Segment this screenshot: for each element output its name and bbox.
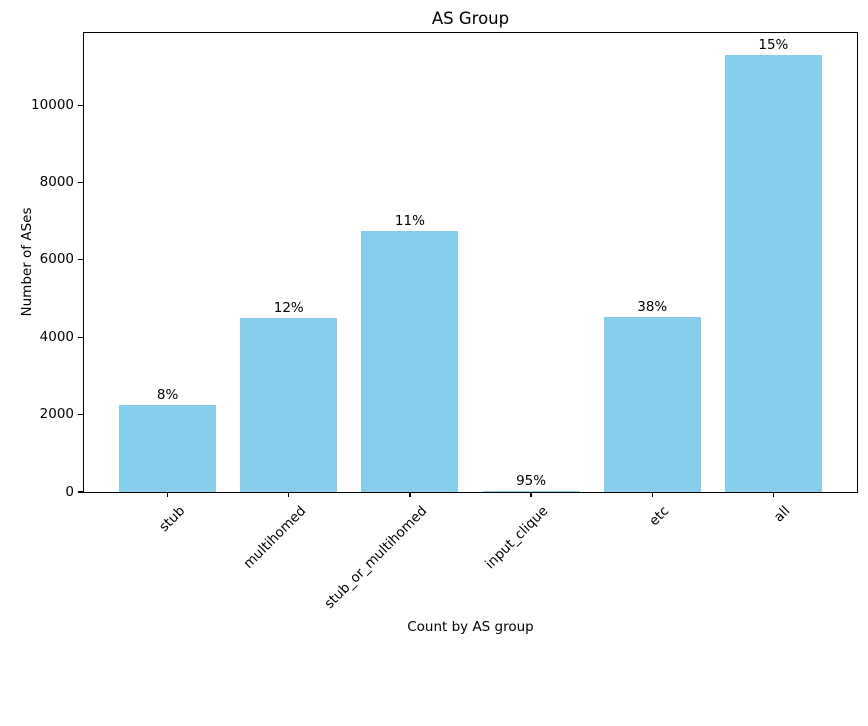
chart-title: AS Group	[431, 9, 510, 28]
y-tick-label: 0	[65, 483, 74, 500]
bar	[724, 54, 822, 492]
y-tick-label: 8000	[39, 174, 74, 191]
x-tick-label: stub_or_multihomed	[321, 503, 431, 612]
x-axis-tick	[409, 492, 411, 497]
y-tick-label: 6000	[39, 251, 74, 268]
bar	[603, 317, 701, 492]
bar	[482, 491, 580, 492]
x-axis-label: Count by AS group	[407, 619, 534, 635]
x-tick-label: multihomed	[240, 503, 310, 572]
y-axis-tick	[78, 336, 83, 338]
bar-value-label: 15%	[758, 36, 789, 53]
x-tick-label: input_clique	[482, 503, 552, 573]
y-axis-tick	[78, 491, 83, 493]
bar-value-label: 8%	[156, 386, 179, 403]
y-axis-tick	[78, 259, 83, 261]
x-axis-tick	[530, 492, 532, 497]
bar	[361, 230, 459, 492]
x-tick-label: all	[771, 503, 794, 526]
y-tick-label: 2000	[39, 406, 74, 423]
x-axis-tick	[167, 492, 169, 497]
x-tick-label: etc	[646, 503, 673, 530]
y-tick-label: 4000	[39, 328, 74, 345]
y-axis-tick	[78, 181, 83, 184]
bar-value-label: 38%	[637, 299, 668, 316]
bar	[240, 317, 338, 492]
x-axis-tick	[772, 492, 774, 497]
figure: AS Group Number of ASes 0 2000 4000 6000 800…	[19, 9, 858, 635]
x-tick-label: stub	[155, 503, 188, 536]
y-axis-tick	[78, 414, 83, 416]
bar-value-label: 11%	[394, 212, 425, 229]
bar-value-label: 12%	[273, 299, 304, 316]
bar	[119, 404, 217, 492]
y-axis-tick	[78, 104, 83, 106]
bar-value-label: 95%	[516, 473, 547, 490]
x-axis-tick	[288, 492, 290, 497]
x-axis-tick	[651, 492, 653, 497]
y-tick-label: 10000	[31, 96, 74, 113]
plot-area: 0 2000 4000 6000 8000 10000 stub 8% multihomed 12…	[31, 32, 858, 612]
